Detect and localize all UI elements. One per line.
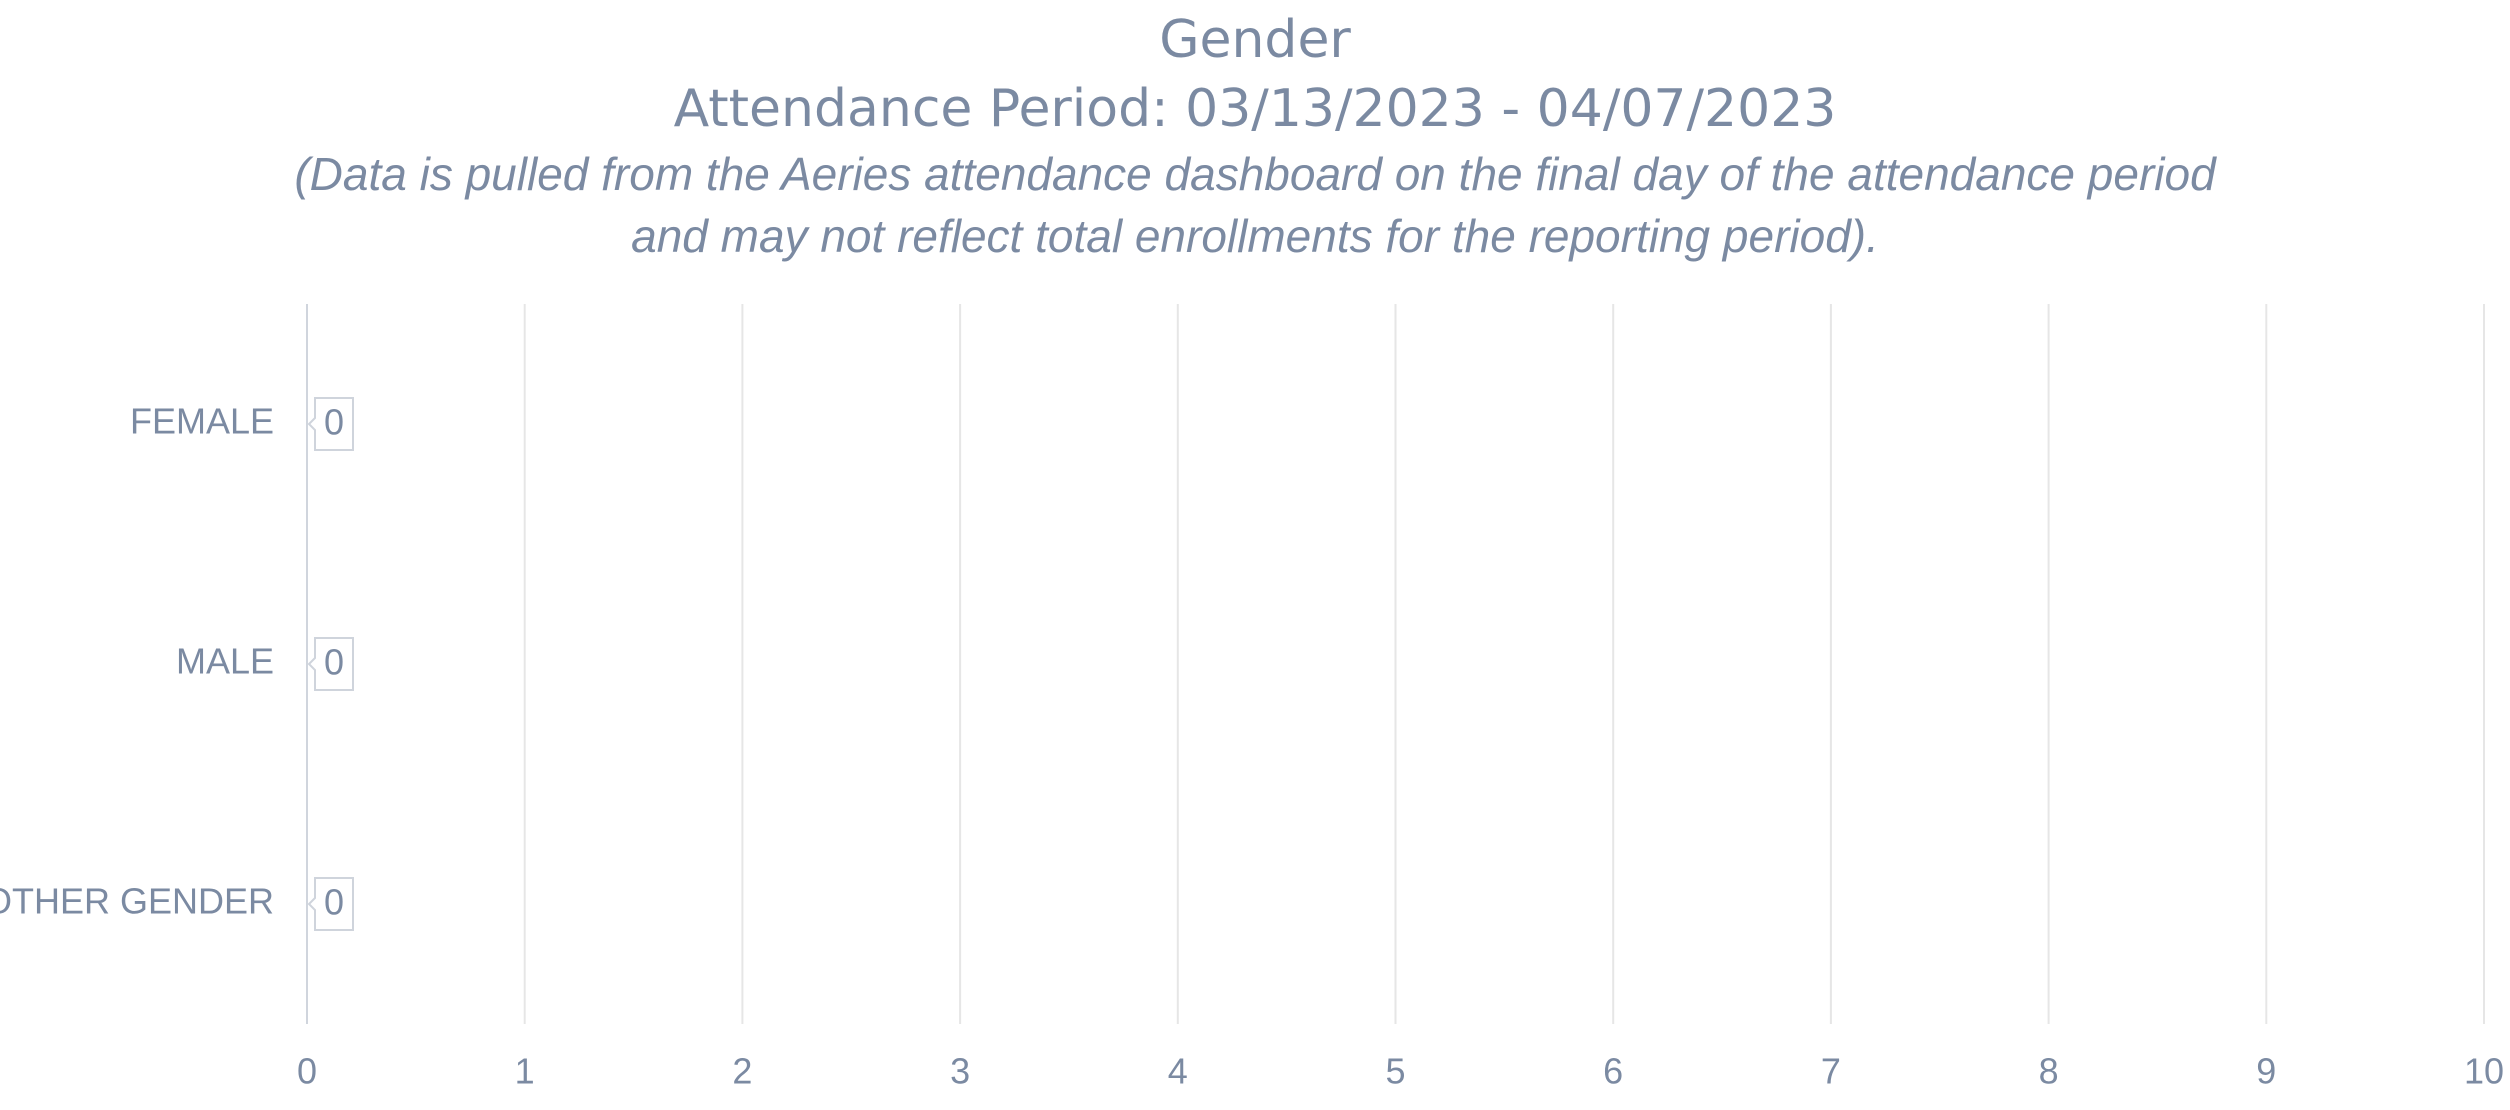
- x-tick-label: 9: [2256, 1051, 2276, 1092]
- chart-note: and may not reflect total enrollments fo…: [631, 210, 1879, 262]
- chart-note: (Data is pulled from the Aeries attendan…: [294, 148, 2217, 200]
- y-tick-label: OTHER GENDER: [0, 881, 274, 922]
- chart-title: Gender: [1159, 10, 1351, 70]
- data-label: 0: [324, 402, 344, 443]
- x-tick-label: 10: [2464, 1051, 2504, 1092]
- x-tick-label: 0: [297, 1051, 317, 1092]
- x-tick-label: 3: [950, 1051, 970, 1092]
- data-label: 0: [324, 882, 344, 923]
- x-tick-label: 6: [1603, 1051, 1623, 1092]
- data-label-box: [307, 637, 354, 691]
- y-tick-label: FEMALE: [130, 401, 274, 442]
- x-tick-label: 1: [515, 1051, 535, 1092]
- x-tick-label: 5: [1385, 1051, 1405, 1092]
- x-tick-label: 7: [1821, 1051, 1841, 1092]
- data-label-box: [307, 397, 354, 451]
- y-tick-label: MALE: [176, 641, 274, 682]
- x-tick-label: 2: [732, 1051, 752, 1092]
- data-label-box: [307, 877, 354, 931]
- data-label: 0: [324, 642, 344, 683]
- x-tick-label: 8: [2039, 1051, 2059, 1092]
- x-tick-label: 4: [1168, 1051, 1188, 1092]
- chart-subtitle: Attendance Period: 03/13/2023 - 04/07/20…: [674, 79, 1837, 139]
